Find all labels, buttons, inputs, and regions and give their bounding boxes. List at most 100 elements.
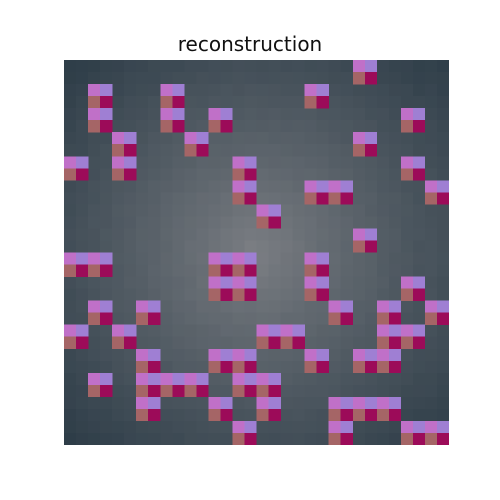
- background-pixel: [280, 96, 293, 109]
- background-pixel: [376, 228, 390, 241]
- background-pixel: [160, 276, 173, 289]
- background-pixel: [196, 288, 209, 301]
- background-pixel: [64, 312, 77, 325]
- motif-pixel: [412, 432, 426, 445]
- motif-block: [304, 180, 329, 205]
- motif-pixel: [160, 84, 173, 97]
- motif-pixel: [232, 360, 245, 374]
- background-pixel: [232, 228, 245, 241]
- motif-pixel: [412, 288, 426, 301]
- background-pixel: [388, 84, 402, 97]
- motif-pixel: [64, 324, 77, 337]
- background-pixel: [124, 300, 137, 313]
- background-pixel: [124, 96, 137, 109]
- background-pixel: [424, 276, 438, 289]
- motif-pixel: [352, 348, 366, 362]
- background-pixel: [244, 240, 257, 253]
- background-pixel: [412, 228, 426, 241]
- background-pixel: [88, 420, 101, 434]
- background-pixel: [400, 132, 414, 145]
- background-pixel: [412, 300, 426, 313]
- background-pixel: [196, 396, 209, 410]
- motif-pixel: [376, 348, 390, 362]
- background-pixel: [220, 240, 233, 253]
- background-pixel: [436, 204, 449, 217]
- background-pixel: [220, 144, 233, 157]
- background-pixel: [304, 132, 317, 145]
- motif-pixel: [220, 264, 233, 277]
- background-pixel: [424, 240, 438, 253]
- background-pixel: [304, 372, 317, 386]
- motif-pixel: [148, 384, 161, 398]
- background-pixel: [256, 132, 269, 145]
- background-pixel: [304, 384, 317, 398]
- background-pixel: [196, 192, 209, 205]
- background-pixel: [256, 348, 269, 362]
- motif-pixel: [160, 372, 173, 386]
- background-pixel: [136, 288, 149, 301]
- background-pixel: [400, 192, 414, 205]
- motif-pixel: [100, 300, 113, 313]
- background-pixel: [328, 156, 341, 169]
- background-pixel: [136, 420, 149, 434]
- motif-pixel: [196, 144, 209, 157]
- background-pixel: [148, 264, 161, 277]
- background-pixel: [172, 408, 185, 422]
- motif-block: [232, 180, 257, 205]
- background-pixel: [148, 252, 161, 265]
- background-pixel: [316, 216, 329, 229]
- motif-pixel: [304, 360, 317, 374]
- background-pixel: [124, 360, 137, 374]
- motif-pixel: [424, 420, 438, 434]
- background-pixel: [316, 228, 329, 241]
- background-pixel: [424, 264, 438, 277]
- figure-title: reconstruction: [177, 32, 323, 56]
- background-pixel: [292, 60, 305, 73]
- background-pixel: [160, 168, 173, 181]
- background-pixel: [436, 120, 449, 133]
- background-pixel: [76, 372, 89, 386]
- motif-block: [328, 180, 353, 205]
- motif-pixel: [412, 168, 426, 181]
- background-pixel: [292, 384, 305, 398]
- motif-pixel: [88, 96, 101, 109]
- background-pixel: [412, 240, 426, 253]
- motif-block: [328, 300, 353, 325]
- background-pixel: [388, 288, 402, 301]
- background-pixel: [328, 264, 341, 277]
- background-pixel: [376, 264, 390, 277]
- background-pixel: [184, 324, 197, 337]
- background-pixel: [364, 384, 378, 398]
- motif-pixel: [280, 324, 293, 337]
- motif-pixel: [64, 156, 77, 169]
- motif-block: [256, 372, 281, 398]
- motif-pixel: [232, 276, 245, 289]
- background-pixel: [136, 108, 149, 121]
- background-pixel: [436, 408, 449, 422]
- motif-pixel: [244, 372, 257, 386]
- motif-pixel: [208, 252, 221, 265]
- motif-pixel: [388, 312, 402, 325]
- background-pixel: [256, 360, 269, 374]
- motif-pixel: [400, 156, 414, 169]
- motif-pixel: [220, 348, 233, 362]
- background-pixel: [124, 84, 137, 97]
- background-pixel: [316, 108, 329, 121]
- motif-pixel: [88, 84, 101, 97]
- motif-pixel: [364, 360, 378, 374]
- background-pixel: [160, 420, 173, 434]
- background-pixel: [136, 192, 149, 205]
- background-pixel: [220, 156, 233, 169]
- background-pixel: [244, 120, 257, 133]
- background-pixel: [388, 144, 402, 157]
- background-pixel: [388, 72, 402, 85]
- background-pixel: [412, 396, 426, 410]
- motif-pixel: [400, 276, 414, 289]
- background-pixel: [112, 312, 125, 325]
- motif-pixel: [268, 396, 281, 410]
- background-pixel: [172, 132, 185, 145]
- background-pixel: [376, 432, 390, 445]
- background-pixel: [76, 96, 89, 109]
- motif-pixel: [76, 156, 89, 169]
- background-pixel: [400, 408, 414, 422]
